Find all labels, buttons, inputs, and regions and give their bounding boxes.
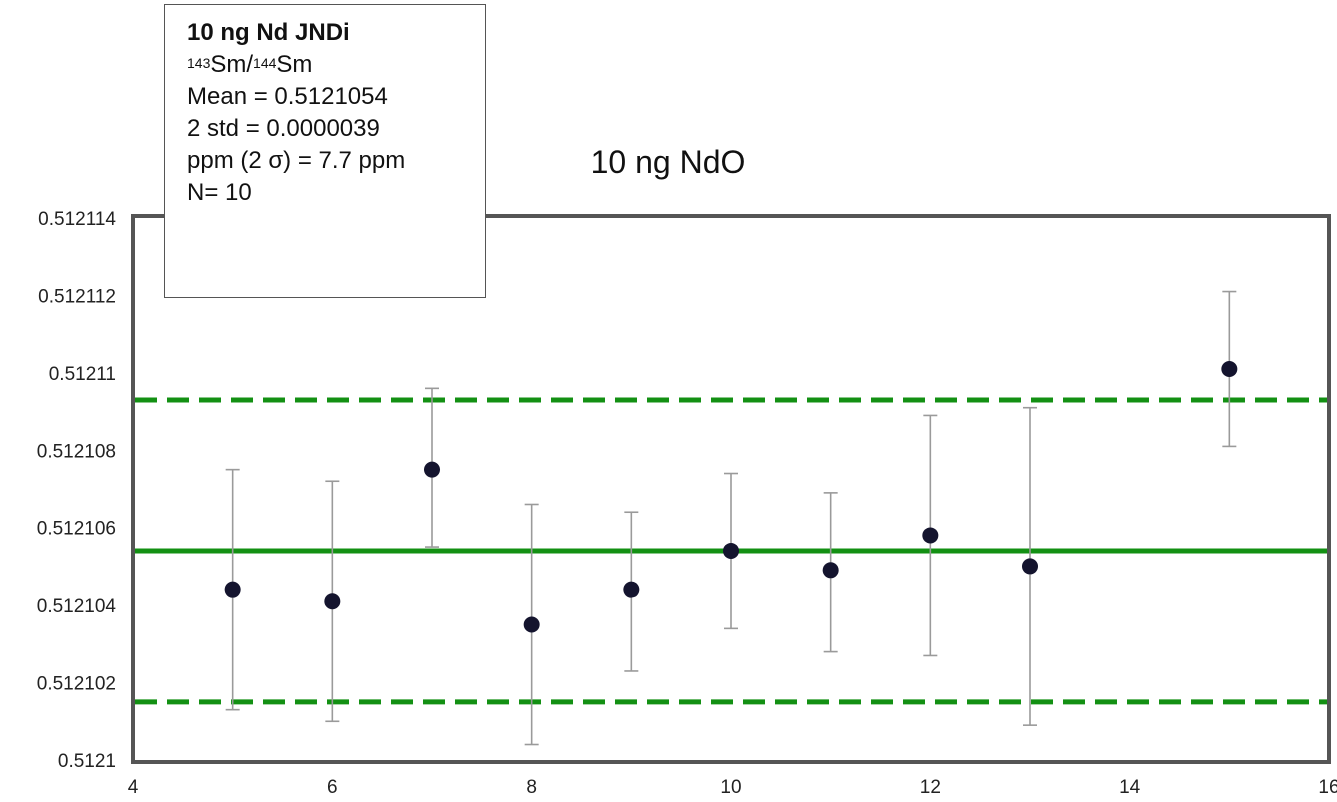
- data-point: [324, 593, 341, 610]
- chart-title: 10 ng NdO: [591, 144, 746, 180]
- y-tick-label: 0.512104: [37, 596, 117, 617]
- y-tick-label: 0.512114: [38, 209, 116, 230]
- stats-2std: 2 std = 0.0000039: [187, 115, 380, 142]
- stats-heading: 10 ng Nd JNDi: [187, 19, 350, 46]
- data-point: [922, 527, 939, 544]
- data-point: [523, 616, 540, 633]
- data-point: [1022, 558, 1038, 575]
- y-tick-label: 0.512106: [37, 519, 116, 540]
- x-tick-label: 8: [526, 777, 537, 798]
- stats-ppm: ppm (2 σ) = 7.7 ppm: [187, 147, 406, 174]
- ratio-superscript-1: 143: [187, 55, 211, 71]
- x-tick-label: 16: [1318, 777, 1337, 798]
- x-tick-label: 6: [327, 777, 338, 798]
- ratio-superscript-2: 144: [253, 55, 277, 71]
- data-point: [723, 542, 739, 559]
- plot-area-frame: [131, 214, 1331, 764]
- x-axis: 4 6 8 10 12 14 16: [128, 777, 1337, 798]
- data-point: [224, 581, 241, 598]
- x-tick-label: 10: [720, 777, 741, 798]
- x-tick-label: 12: [920, 777, 941, 798]
- data-point: [1221, 360, 1238, 377]
- y-tick-label: 0.512108: [37, 441, 116, 462]
- statistics-box: 10 ng Nd JNDi 143Sm/144Sm Mean = 0.51210…: [164, 4, 486, 298]
- data-points: [224, 360, 1238, 633]
- y-tick-label: 0.512112: [38, 286, 116, 307]
- x-tick-label: 14: [1119, 777, 1141, 798]
- data-point: [424, 461, 440, 478]
- ratio-text-2: Sm: [276, 51, 313, 78]
- stats-n: N= 10: [187, 179, 252, 206]
- ratio-text-1: Sm/: [210, 51, 254, 78]
- stats-mean: Mean = 0.5121054: [187, 83, 388, 110]
- x-tick-label: 4: [128, 777, 139, 798]
- stats-ratio: 143Sm/144Sm: [187, 49, 485, 81]
- y-tick-label: 0.512102: [37, 674, 116, 695]
- y-tick-label: 0.51211: [49, 364, 116, 385]
- data-point: [822, 562, 839, 579]
- y-tick-label: 0.5121: [58, 751, 116, 772]
- y-axis: 0.5121 0.512102 0.512104 0.512106 0.512108 0.…: [37, 209, 117, 772]
- data-point: [623, 581, 640, 598]
- error-bars: [225, 290, 1237, 746]
